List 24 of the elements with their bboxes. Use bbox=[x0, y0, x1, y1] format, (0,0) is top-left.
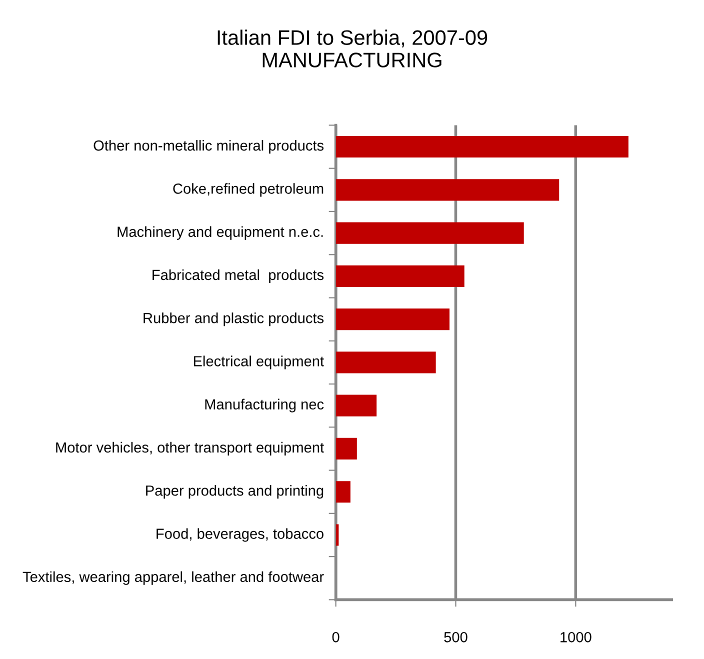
bar bbox=[336, 222, 524, 244]
y-tick-label: Machinery and equipment n.e.c. bbox=[118, 226, 323, 240]
x-tick-label: 0 bbox=[332, 632, 340, 642]
bar bbox=[336, 352, 436, 374]
bar bbox=[336, 265, 464, 287]
y-tick-label: Food, beverages, tobacco bbox=[156, 528, 324, 542]
y-tick-label: Rubber and plastic products bbox=[144, 312, 324, 326]
y-tick-label: Electrical equipment bbox=[194, 356, 324, 370]
y-tick-label: Fabricated metal products bbox=[152, 269, 324, 283]
x-tick-label: 500 bbox=[444, 632, 468, 642]
y-tick-label: Paper products and printing bbox=[146, 485, 324, 499]
bar bbox=[336, 136, 628, 158]
bar bbox=[336, 481, 350, 503]
y-tick-label: Motor vehicles, other transport equipment bbox=[56, 442, 324, 456]
bar bbox=[336, 308, 450, 330]
y-tick-label: Coke,refined petroleum bbox=[173, 183, 324, 197]
y-tick-label: Manufacturing nec bbox=[205, 398, 324, 412]
bar bbox=[336, 438, 357, 460]
y-tick-label: Other non-metallic mineral products bbox=[94, 140, 324, 154]
bar bbox=[336, 179, 560, 201]
x-tick-label: 1000 bbox=[560, 632, 592, 642]
bar bbox=[336, 394, 377, 416]
y-tick-label: Textiles, wearing apparel, leather and footwear bbox=[22, 571, 324, 585]
chart-title: Italian FDI to Serbia, 2007-09 MANUFACTURING bbox=[218, 30, 488, 68]
